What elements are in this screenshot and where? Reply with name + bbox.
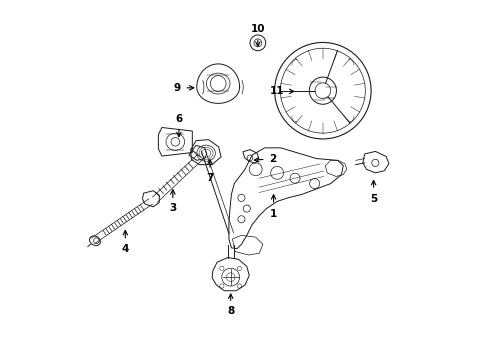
Text: 1: 1 bbox=[270, 208, 277, 219]
Text: 10: 10 bbox=[250, 23, 265, 33]
Text: 5: 5 bbox=[370, 194, 377, 203]
Text: 4: 4 bbox=[122, 244, 129, 253]
Text: 6: 6 bbox=[175, 113, 183, 123]
Text: 9: 9 bbox=[173, 83, 181, 93]
Text: 2: 2 bbox=[269, 154, 276, 164]
Text: 3: 3 bbox=[169, 203, 176, 213]
Text: 11: 11 bbox=[270, 86, 284, 96]
Text: 8: 8 bbox=[227, 306, 234, 316]
Text: 7: 7 bbox=[206, 173, 214, 183]
